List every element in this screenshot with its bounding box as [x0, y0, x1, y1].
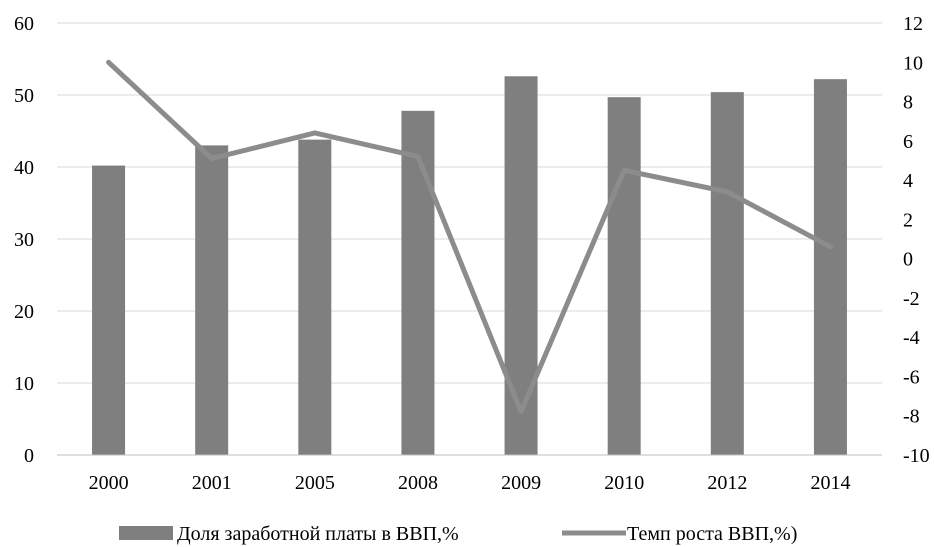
- legend: Доля заработной платы в ВВП,% Темп роста…: [119, 523, 797, 545]
- y-right-tick-label: 12: [903, 13, 923, 35]
- y-left-tick-label: 20: [14, 301, 34, 323]
- x-tick-label: 2000: [89, 472, 129, 494]
- axes: 0 10 20 30 40 50 60 -10 -8 -6 -4 -2 0 2 4 6 8 10 12 2000 200…: [14, 13, 930, 494]
- y-left-tick-label: 0: [24, 445, 34, 467]
- y-right-tick-label: -8: [903, 406, 920, 428]
- y-right-tick-label: 8: [903, 92, 913, 114]
- x-tick-label: 2010: [604, 472, 644, 494]
- line-series: [106, 59, 833, 415]
- y-right-tick-label: 0: [903, 249, 913, 271]
- y-left-tick-label: 30: [14, 229, 34, 251]
- bar-series: [92, 76, 847, 456]
- x-tick-label: 2009: [501, 472, 541, 494]
- y-right-tick-label: -4: [903, 327, 920, 349]
- legend-line-label: Темп роста ВВП,%): [627, 523, 797, 545]
- y-right-tick-label: -10: [903, 445, 930, 467]
- legend-bar-label: Доля заработной платы в ВВП,%: [177, 523, 459, 545]
- y-left-tick-label: 10: [14, 373, 34, 395]
- y-left-tick-label: 50: [14, 85, 34, 107]
- x-tick-label: 2005: [295, 472, 335, 494]
- y-right-tick-label: 10: [903, 52, 923, 74]
- bar: [298, 139, 332, 455]
- y-left-tick-label: 60: [14, 13, 34, 35]
- gridlines: [57, 22, 882, 384]
- legend-bar-swatch: [119, 526, 173, 540]
- x-tick-label: 2012: [707, 472, 747, 494]
- y-right-tick-label: -2: [903, 288, 920, 310]
- y-left-tick-label: 40: [14, 157, 34, 179]
- y-right-tick-label: 6: [903, 131, 913, 153]
- y-right-tick-label: 4: [903, 170, 913, 192]
- bar: [401, 110, 435, 455]
- x-tick-label: 2001: [192, 472, 232, 494]
- bar: [710, 92, 744, 456]
- y-right-tick-label: -6: [903, 366, 920, 388]
- y-right-tick-label: 2: [903, 209, 913, 231]
- bar: [92, 165, 126, 455]
- bar: [813, 79, 847, 455]
- series-line: [106, 59, 833, 415]
- x-tick-label: 2008: [398, 472, 438, 494]
- bar: [607, 97, 641, 455]
- x-tick-label: 2014: [810, 472, 850, 494]
- bar: [195, 145, 229, 455]
- bar: [504, 76, 538, 455]
